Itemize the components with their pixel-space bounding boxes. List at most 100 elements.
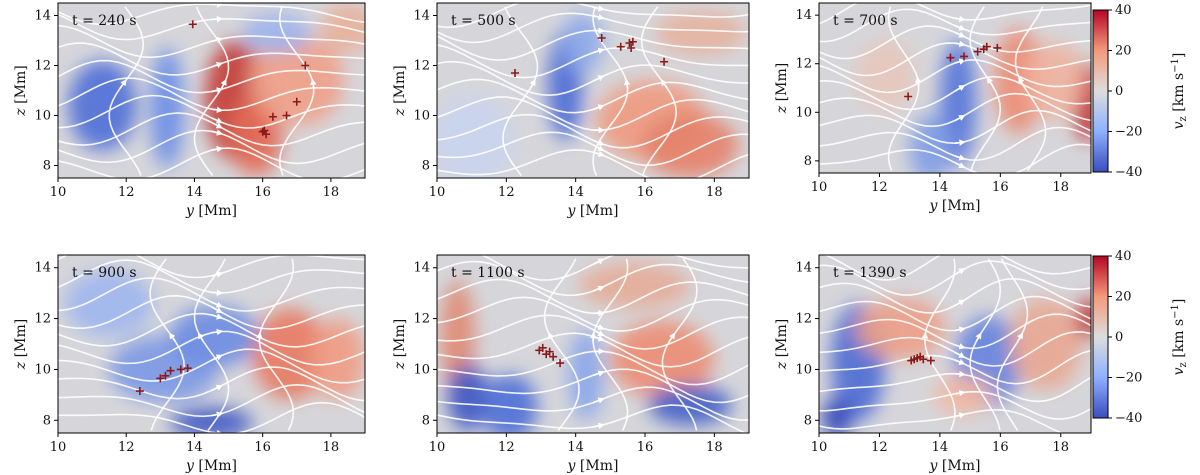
x-tick-label: 10: [50, 440, 67, 455]
velocity-blob: [1075, 298, 1091, 339]
streamline: [58, 401, 365, 433]
data-marker: [511, 69, 519, 77]
data-marker: [660, 57, 669, 66]
streamline-arrow: [954, 299, 966, 307]
data-marker: [919, 355, 928, 364]
data-marker: [946, 53, 955, 62]
x-axis-label: y [Mm]: [567, 203, 619, 219]
x-tick-label: 10: [811, 440, 828, 455]
y-tick-label: 10: [34, 109, 51, 124]
time-label: t = 1390 s: [833, 265, 907, 281]
y-axis-label: z [Mm]: [13, 319, 29, 370]
streamline: [969, 258, 1002, 431]
panel-3: 10 12 14 16 18 8 10 12 14 y [Mm] z [Mm] t = 700 s: [774, 2, 1092, 214]
data-marker: [549, 352, 558, 361]
colorbar-tick-label: 40: [1115, 249, 1132, 264]
velocity-blob: [170, 407, 253, 433]
streamline-arrow: [660, 79, 668, 89]
streamline: [437, 260, 749, 297]
colorbar-tick-label: 0: [1115, 330, 1123, 345]
streamline: [58, 59, 365, 94]
streamline-arrow: [220, 78, 227, 89]
data-marker: [262, 130, 271, 139]
streamline-arrow: [623, 78, 631, 89]
streamline: [1014, 6, 1047, 172]
data-marker: [597, 34, 606, 42]
streamline-arrow: [592, 285, 605, 292]
velocity-blob: [855, 39, 916, 113]
y-tick-label: 12: [795, 57, 812, 72]
x-axis-label: y [Mm]: [185, 203, 237, 219]
streamline: [819, 313, 1091, 350]
streamline: [108, 6, 145, 176]
streamlines: [58, 3, 365, 178]
streamlines: [819, 3, 1091, 173]
streamline-arrow: [211, 306, 223, 313]
streamline: [640, 6, 678, 176]
time-label: t = 700 s: [833, 13, 898, 29]
axes-frame: [57, 2, 366, 179]
y-tick-label: 12: [413, 59, 430, 74]
streamlines: [58, 255, 365, 433]
streamline: [996, 258, 1029, 431]
data-marker: [973, 47, 982, 56]
data-marker: [176, 365, 185, 374]
streamline: [278, 6, 315, 176]
data-marker: [982, 42, 991, 51]
streamline: [437, 60, 749, 97]
y-tick-label: 14: [413, 261, 430, 276]
time-label: t = 1100 s: [451, 265, 525, 281]
x-tick-label: 14: [186, 185, 203, 200]
streamline: [437, 278, 749, 315]
streamline-arrow: [211, 36, 224, 44]
velocity-field: [819, 255, 1091, 433]
y-tick-label: 14: [34, 261, 51, 276]
streamline: [819, 349, 1091, 385]
streamline-arrow: [954, 268, 966, 276]
data-marker: [926, 356, 935, 365]
data-marker: [292, 97, 301, 106]
streamline-arrow: [211, 301, 223, 308]
x-tick-label: 16: [254, 440, 271, 455]
streamline-arrow: [592, 75, 605, 82]
y-tick-label: 8: [422, 159, 430, 174]
streamline-arrow: [592, 47, 605, 55]
x-axis-label: y [Mm]: [185, 458, 237, 474]
streamline-arrow: [211, 117, 223, 124]
data-marker: [166, 366, 175, 375]
colorbar-tick-label: 20: [1115, 290, 1132, 305]
y-tick-label: 12: [795, 312, 812, 327]
streamline: [437, 368, 749, 404]
y-tick-label: 14: [413, 9, 430, 24]
streamline-arrow: [529, 78, 536, 89]
colorbar-2: 40 20 0 −20 −40 vz [km s−1]: [1092, 249, 1189, 426]
streamline-arrow: [954, 31, 966, 38]
colorbar-tick-label: −20: [1115, 125, 1142, 140]
streamline: [592, 258, 629, 431]
streamline: [480, 255, 749, 281]
x-axis-label: y [Mm]: [567, 458, 619, 474]
streamline: [437, 78, 749, 114]
velocity-blob: [822, 397, 853, 433]
streamline-arrow: [592, 13, 605, 21]
streamline: [193, 258, 230, 431]
streamline-arrow: [211, 106, 224, 114]
streamline-arrow: [954, 370, 966, 378]
streamline: [193, 6, 230, 176]
y-axis-label: z [Mm]: [774, 63, 790, 114]
data-marker: [545, 347, 554, 356]
axes-frame: [436, 2, 750, 179]
streamline-arrow: [954, 412, 966, 419]
streamline: [543, 258, 580, 431]
streamline-arrow: [954, 351, 966, 358]
panel-5: 10 12 14 16 18 8 10 12 14 y [Mm] z [Mm] t = 1100 s: [392, 254, 750, 474]
streamline-arrow: [310, 78, 317, 89]
streamline-arrow: [954, 343, 966, 350]
data-marker: [156, 374, 165, 383]
streamline-arrow: [954, 40, 966, 48]
streamline: [58, 330, 365, 366]
x-tick-label: 12: [118, 185, 135, 200]
data-marker: [183, 364, 192, 373]
data-marker: [188, 20, 197, 29]
streamlines: [437, 255, 749, 433]
